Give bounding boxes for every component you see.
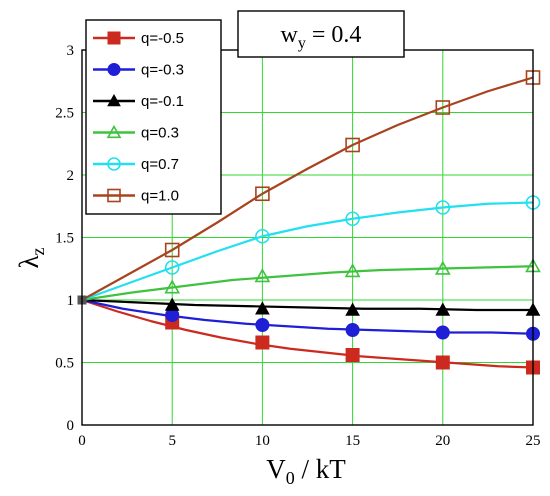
data-point: [164, 242, 180, 258]
y-tick-label: 2.5: [55, 106, 74, 122]
series-lines: [81, 76, 534, 369]
x-tick-label: 25: [526, 433, 541, 449]
data-point: [345, 323, 360, 337]
data-point: [434, 260, 451, 275]
x-tick-label: 10: [255, 433, 270, 449]
legend-label: q=1.0: [141, 188, 179, 205]
y-tick-label: 1.5: [55, 231, 74, 247]
y-tick-label: 2: [67, 168, 75, 184]
y-tick-labels: 0 0.5 1 1.5 2 2.5 3: [55, 43, 74, 434]
x-tick-label: 0: [78, 433, 86, 449]
legend-marker: [107, 63, 121, 76]
series-line-0: [81, 298, 534, 369]
legend: q=-0.5 q=-0.3 q=-0.1 q=0.3 q=0.7 q=1.0: [85, 19, 222, 215]
data-point: [345, 137, 360, 153]
y-axis-label: λz: [14, 247, 48, 268]
chart-title: wy = 0.4: [281, 22, 362, 52]
x-tick-labels: 0 5 10 15 20 25: [78, 433, 540, 449]
x-tick-label: 15: [345, 433, 360, 449]
data-point: [164, 260, 180, 275]
data-point: [255, 335, 270, 350]
data-point: [164, 279, 181, 294]
data-point: [435, 200, 451, 215]
legend-label: q=-0.1: [141, 93, 184, 110]
data-point: [255, 228, 270, 244]
data-point: [435, 325, 450, 340]
data-point: [435, 355, 450, 370]
legend-label: q=0.7: [141, 156, 179, 173]
legend-marker: [107, 93, 121, 107]
y-tick-label: 1: [67, 293, 75, 309]
legend-label: q=0.3: [141, 125, 179, 142]
series-line-3: [81, 265, 534, 302]
data-point: [164, 297, 180, 311]
x-axis-label: V0 / kT: [266, 454, 346, 488]
legend-marker: [107, 157, 121, 171]
title-box: wy = 0.4: [237, 10, 405, 58]
legend-marker: [106, 124, 122, 139]
legend-label: q=-0.3: [141, 62, 184, 79]
data-point: [344, 263, 361, 278]
data-point: [255, 186, 270, 202]
data-point: [345, 348, 360, 362]
y-tick-label: 0.5: [55, 356, 74, 372]
x-tick-label: 20: [435, 433, 450, 449]
data-point: [255, 318, 270, 332]
legend-marker: [107, 31, 121, 45]
legend-marker: [107, 188, 121, 203]
data-point: [345, 211, 360, 227]
series-line-5: [81, 76, 534, 301]
y-tick-label: 0: [67, 418, 75, 434]
data-point: [254, 268, 271, 283]
series-line-2: [81, 298, 533, 312]
data-point: [435, 302, 451, 316]
legend-label: q=-0.5: [141, 30, 184, 47]
x-tick-label: 5: [168, 433, 176, 449]
y-tick-label: 3: [67, 43, 75, 59]
series-line-4: [81, 201, 534, 302]
data-point: [435, 100, 451, 115]
series-line-1: [81, 298, 534, 335]
data-point: [345, 302, 360, 316]
data-point: [255, 301, 270, 315]
